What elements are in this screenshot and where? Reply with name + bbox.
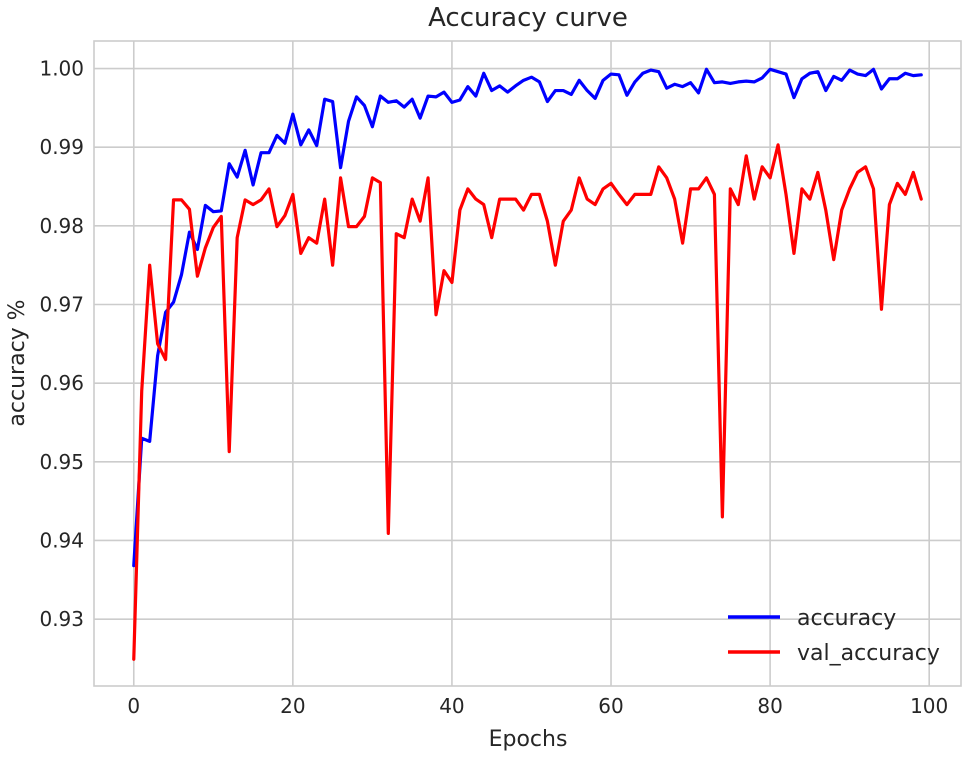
x-tick-label: 60 <box>598 694 623 718</box>
plot-frame <box>93 40 962 687</box>
x-tick-label: 80 <box>757 694 782 718</box>
series-line-val-accuracy <box>132 143 923 661</box>
y-tick-label: 0.98 <box>39 214 84 238</box>
legend-label-val-accuracy: val_accuracy <box>797 641 940 666</box>
y-tick-label: 0.97 <box>39 293 84 317</box>
x-tick-label: 20 <box>280 694 305 718</box>
y-tick-label: 1.00 <box>39 57 84 81</box>
x-axis-label: Epochs <box>489 727 568 752</box>
y-axis-label: accuracy % <box>5 299 30 426</box>
chart-title: Accuracy curve <box>428 3 628 33</box>
x-tick-labels: 0 20 40 60 80 100 <box>127 694 948 718</box>
x-gridlines <box>132 41 930 686</box>
series-layer <box>132 67 923 661</box>
legend-label-accuracy: accuracy <box>797 606 896 631</box>
x-tick-label: 0 <box>127 694 140 718</box>
y-tick-label: 0.99 <box>39 135 84 159</box>
y-tick-label: 0.96 <box>39 371 84 395</box>
y-tick-label: 0.95 <box>39 450 84 474</box>
legend: accuracy val_accuracy <box>728 606 940 666</box>
series-line-accuracy <box>132 67 923 568</box>
x-tick-label: 100 <box>910 694 948 718</box>
y-tick-label: 0.94 <box>39 528 84 552</box>
x-tick-label: 40 <box>439 694 464 718</box>
y-tick-labels: 0.93 0.94 0.95 0.96 0.97 0.98 0.99 1.00 <box>39 57 84 632</box>
y-tick-label: 0.93 <box>39 607 84 631</box>
